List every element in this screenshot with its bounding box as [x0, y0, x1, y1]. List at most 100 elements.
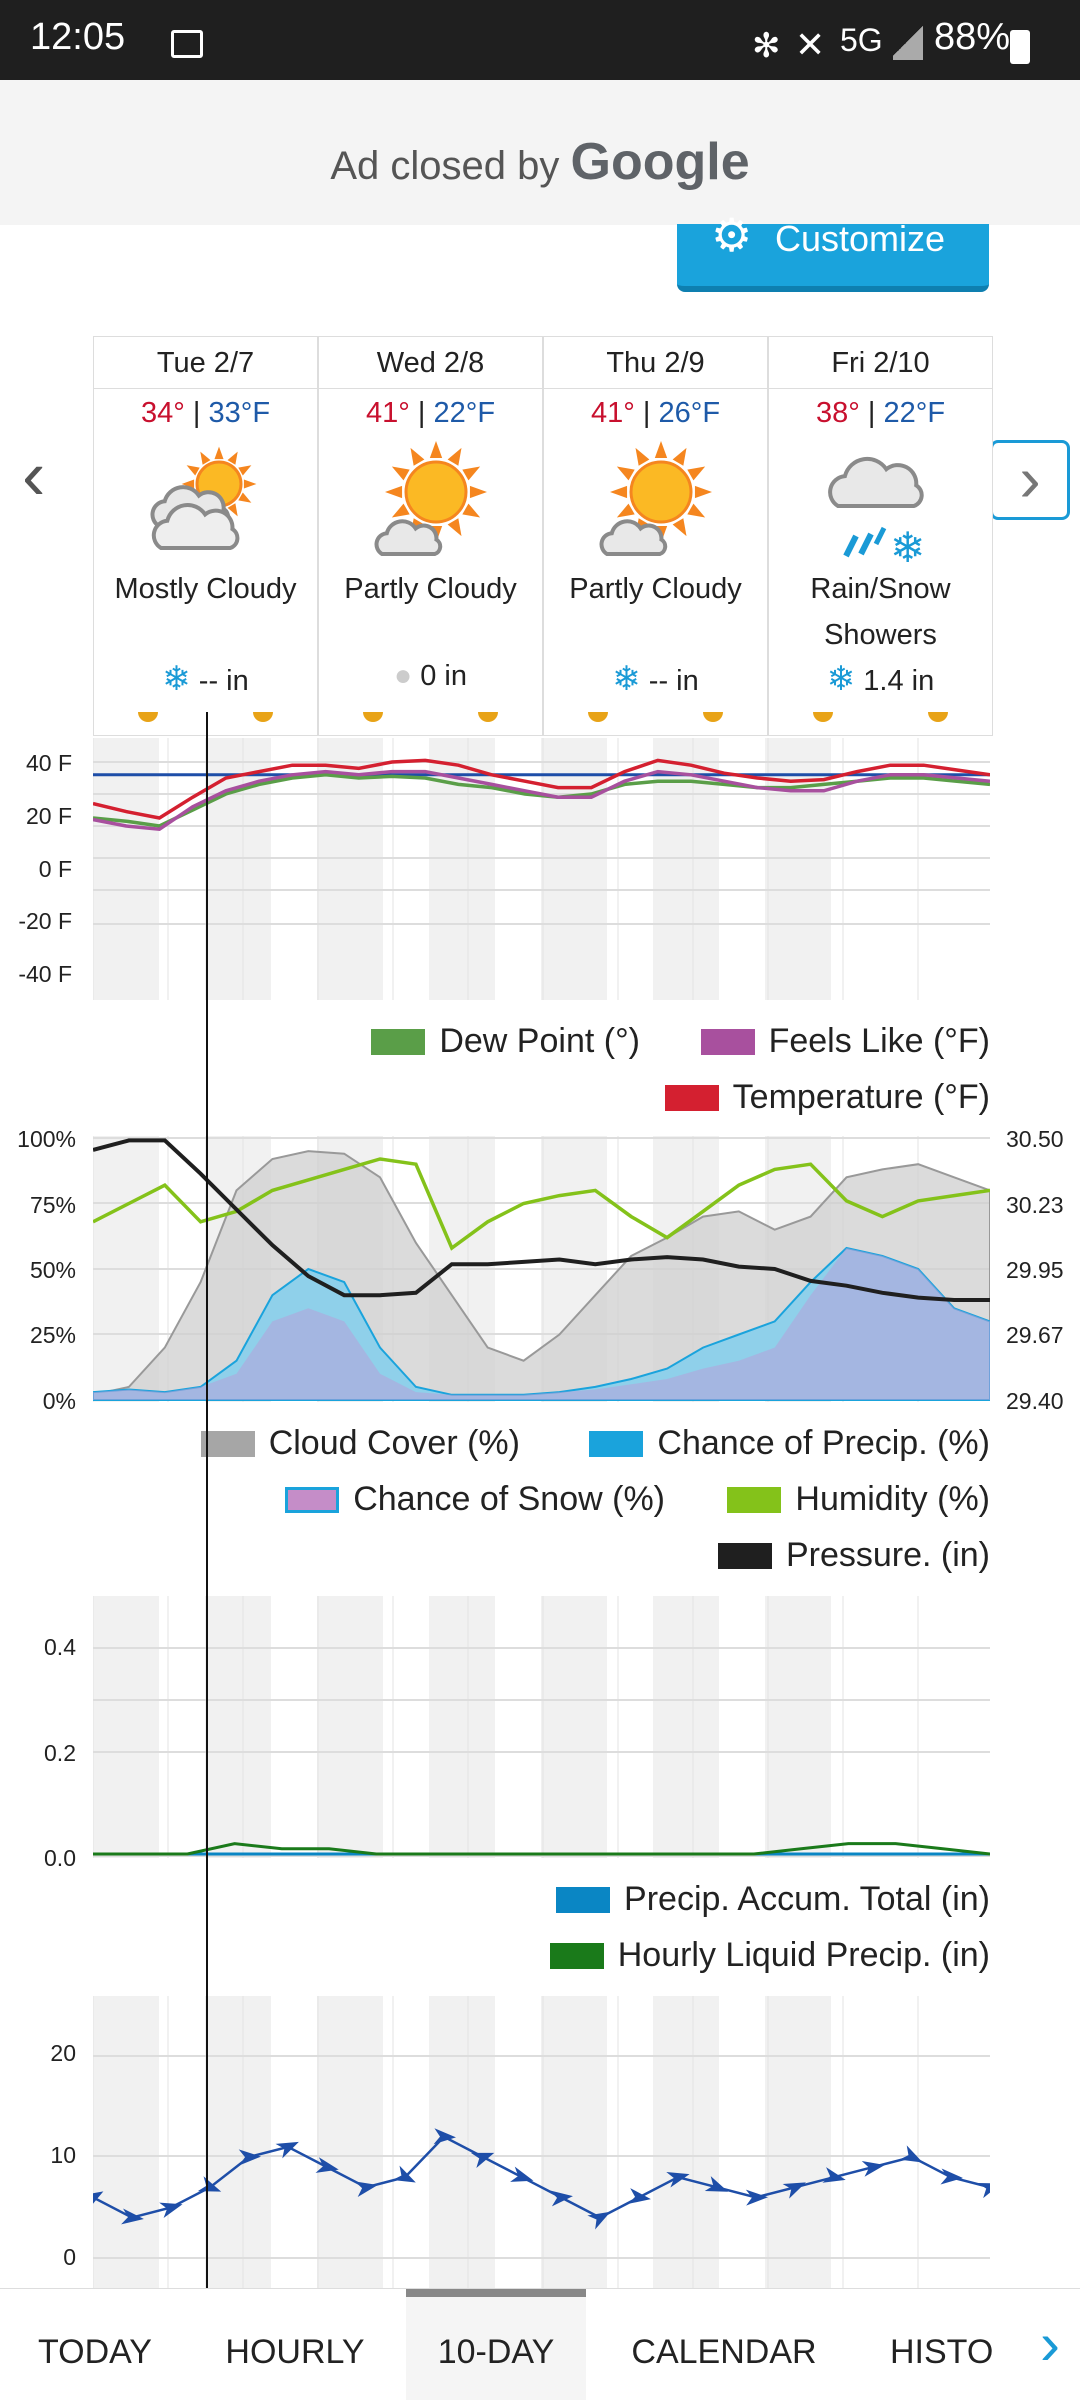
tab-today[interactable]: TODAY — [0, 2289, 190, 2400]
day-date: Fri 2/10 — [769, 337, 992, 389]
wind-direction-marker — [940, 2168, 963, 2185]
legend-swatch — [371, 1029, 426, 1055]
tab-10-day[interactable]: 10-DAY — [406, 2289, 586, 2400]
day-card[interactable]: Wed 2/8 41° | 22°F Partly Cloudy ● 0 in — [318, 336, 543, 736]
day-date: Wed 2/8 — [319, 337, 542, 389]
day-temps: 41° | 22°F — [319, 397, 542, 430]
y-tick-label: 30.50 — [1006, 1126, 1064, 1152]
sunset-icon — [928, 712, 948, 722]
previous-days-button[interactable]: ‹ — [22, 440, 82, 510]
day-date: Thu 2/9 — [544, 337, 767, 389]
y-tick-label: 75% — [29, 1192, 76, 1218]
wind-direction-marker — [861, 2160, 885, 2177]
legend-label: Pressure. (in) — [785, 1536, 990, 1574]
legend-swatch — [285, 1487, 340, 1513]
day-card[interactable]: Thu 2/9 41° | 26°F Partly Cloudy ❄ -- in — [543, 336, 768, 736]
day-temps: 38° | 22°F — [769, 397, 992, 430]
customize-button[interactable]: ⚙ Customize — [677, 212, 989, 292]
wind-direction-marker — [587, 2211, 611, 2230]
legend-feels-like: Feels Like (°F) — [700, 1022, 990, 1061]
night-band — [205, 1596, 271, 1858]
day-date: Tue 2/7 — [94, 337, 317, 389]
next-days-button[interactable]: › — [990, 440, 1070, 520]
night-band — [429, 1596, 495, 1858]
sunset-icon — [703, 712, 723, 722]
night-band — [541, 1996, 607, 2288]
network-label: 5G — [840, 22, 883, 58]
high-temp: 41° — [590, 397, 635, 429]
y-tick-label: 25% — [29, 1322, 76, 1348]
low-temp: 22°F — [883, 397, 946, 429]
day-precip: ● 0 in — [319, 659, 542, 693]
wind-direction-marker — [470, 2152, 495, 2168]
tab-label: HOURLY — [225, 2333, 365, 2371]
gallery-icon — [171, 30, 203, 58]
wind-direction-marker — [745, 2189, 768, 2206]
tab-label: 10-DAY — [437, 2333, 555, 2371]
sunset-icon — [253, 712, 273, 722]
y-tick-label: 29.95 — [1006, 1257, 1064, 1283]
night-band — [93, 1996, 159, 2288]
tab-label: TODAY — [38, 2333, 152, 2371]
night-band — [317, 738, 383, 1000]
legend-label: Cloud Cover (%) — [268, 1424, 520, 1462]
day-condition: Partly Cloudy — [344, 573, 517, 605]
rain-snow-icon: ❄ — [816, 436, 946, 572]
precipitation-chart-svg — [92, 1596, 991, 1858]
sun-markers — [138, 712, 273, 726]
wind-direction-marker — [197, 2176, 222, 2192]
wind-direction-marker — [275, 2141, 299, 2159]
current-time-indicator[interactable] — [206, 712, 208, 2288]
wind-chart-svg — [80, 1996, 1002, 2288]
y-tick-label: 0.0 — [44, 1845, 76, 1871]
day-card[interactable]: Tue 2/7 34° | 33°F Mostly Cloudy ❄ -- in — [93, 336, 318, 736]
y-tick-label: 50% — [29, 1257, 76, 1283]
y-tick-label: 0 F — [38, 856, 72, 882]
battery-icon — [1010, 30, 1030, 64]
legend-label: Precip. Accum. Total (in) — [624, 1880, 990, 1918]
day-card[interactable]: Fri 2/10 38° | 22°F ❄ Rain/Snow Showers … — [768, 336, 993, 736]
y-tick-label: -20 F — [18, 908, 72, 934]
y-tick-label: 10 — [50, 2142, 76, 2168]
ad-text: Ad closed by — [330, 144, 560, 188]
legend-label: Humidity (%) — [795, 1480, 990, 1518]
legend-temperature: Temperature (°F) — [664, 1078, 990, 1117]
low-temp: 22°F — [433, 397, 496, 429]
wind-direction-marker — [822, 2167, 846, 2183]
tab-history[interactable]: HISTO — [862, 2289, 993, 2400]
day-temps: 41° | 26°F — [544, 397, 767, 430]
ad-closed-text: Ad closed by Google — [330, 132, 749, 192]
wind-direction-marker — [704, 2176, 729, 2192]
wind-direction-marker — [121, 2208, 144, 2225]
tab-hourly[interactable]: HOURLY — [190, 2289, 400, 2400]
night-band — [317, 1996, 383, 2288]
legend-chance-precip: Chance of Precip. (%) — [589, 1424, 990, 1463]
y-tick-label: 0.4 — [44, 1634, 76, 1660]
chevron-right-icon: › — [1040, 2310, 1060, 2377]
wind-direction-marker — [510, 2166, 534, 2182]
battery-percent: 88% — [934, 16, 1011, 58]
y-tick-label: 40 F — [25, 750, 72, 776]
wind-chart — [80, 1996, 1002, 2288]
y-tick-label: -40 F — [18, 961, 72, 987]
day-precip: ❄ 1.4 in — [769, 659, 992, 699]
sun-markers — [813, 712, 948, 726]
legend-label: Chance of Precip. (%) — [657, 1424, 990, 1462]
wind-direction-marker — [392, 2165, 416, 2183]
legend-swatch — [200, 1431, 255, 1457]
tab-calendar[interactable]: CALENDAR — [586, 2289, 862, 2400]
tabs-scroll-right-button[interactable]: › — [1020, 2289, 1080, 2400]
partly-cloudy-icon — [366, 436, 496, 566]
legend-chance-snow: Chance of Snow (%) — [285, 1480, 665, 1519]
night-band — [765, 1596, 831, 1858]
cloud-humidity-chart — [92, 1136, 991, 1402]
snowflake-icon: ❄ — [826, 660, 856, 698]
legend-swatch — [700, 1029, 755, 1055]
day-condition: Partly Cloudy — [569, 573, 742, 605]
cloud-humidity-chart-svg — [92, 1136, 991, 1402]
day-condition: Mostly Cloudy — [114, 573, 297, 605]
partly-cloudy-icon — [591, 436, 721, 566]
temp-separator: | — [642, 397, 651, 429]
legend-swatch — [717, 1543, 772, 1569]
y-tick-label: 20 — [50, 2040, 76, 2066]
